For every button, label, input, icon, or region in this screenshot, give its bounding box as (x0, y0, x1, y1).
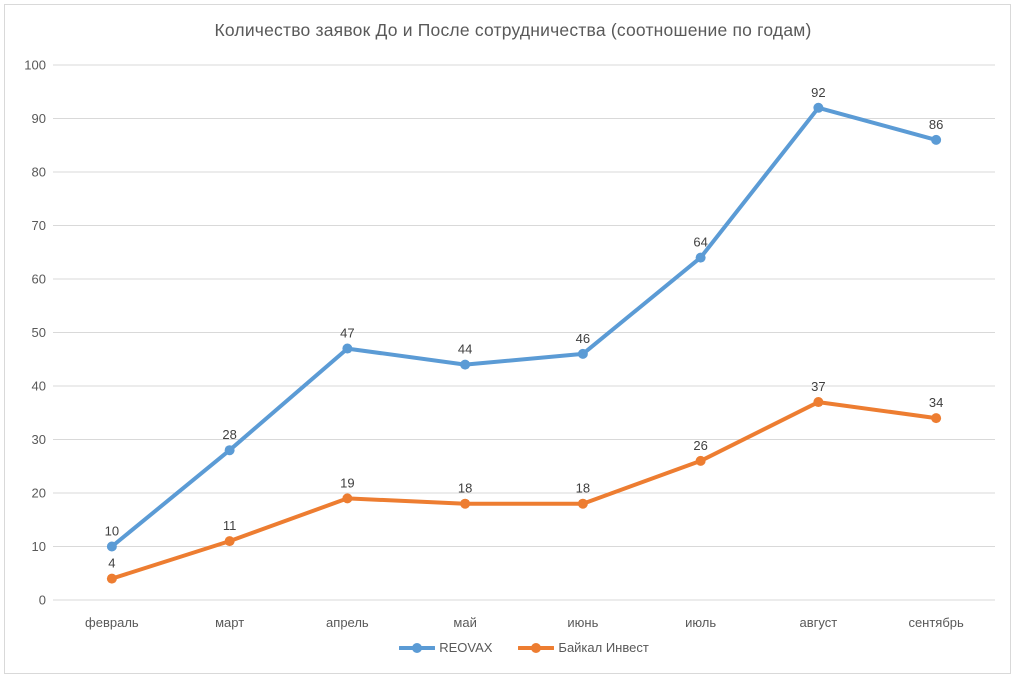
x-axis-tick-label: май (453, 615, 476, 630)
chart-title: Количество заявок До и После сотрудничес… (214, 20, 812, 40)
series-baikal-invest-point (931, 413, 942, 424)
x-axis-tick-label: июль (685, 615, 716, 630)
y-axis-tick-label: 100 (24, 58, 46, 73)
y-axis-tick-label: 0 (39, 593, 46, 608)
x-axis-tick-label: август (800, 615, 838, 630)
series-baikal-invest-line (109, 400, 939, 581)
series-reovax-point (695, 252, 706, 263)
series-reovax-point (106, 541, 117, 552)
series-reovax-data-label: 64 (693, 235, 707, 250)
series-baikal-invest-data-label: 18 (576, 481, 590, 496)
y-axis-tick-label: 90 (32, 111, 46, 126)
series-baikal-invest-point (813, 397, 824, 408)
y-axis-tick-label: 50 (32, 325, 46, 340)
series-baikal-invest-point (695, 455, 706, 466)
series-reovax-data-label: 86 (929, 117, 943, 132)
series-baikal-invest-data-label: 26 (693, 438, 707, 453)
series-baikal-invest-data-label: 37 (811, 379, 825, 394)
x-axis-tick-label: июнь (567, 615, 598, 630)
y-axis-tick-label: 10 (32, 539, 46, 554)
y-axis-tick-label: 80 (32, 165, 46, 180)
legend-item-baikal-invest: Байкал Инвест (518, 640, 649, 655)
series-reovax-data-label: 47 (340, 326, 354, 341)
series-reovax-data-label: 28 (222, 427, 236, 442)
series-reovax-line (109, 105, 939, 549)
series-baikal-invest-data-label: 11 (223, 518, 237, 533)
series-baikal-invest-point (577, 498, 588, 509)
y-axis-tick-label: 30 (32, 432, 46, 447)
y-axis-tick-label: 60 (32, 272, 46, 287)
series-reovax-data-label: 46 (576, 331, 590, 346)
series-baikal-invest-point (106, 573, 117, 584)
legend-label-reovax: REOVAX (439, 640, 493, 655)
x-axis-tick-label: сентябрь (908, 615, 964, 630)
legend: REOVAX Байкал Инвест (0, 640, 1026, 655)
legend-marker-baikal-invest-icon (518, 642, 555, 653)
series-reovax-data-label: 44 (458, 342, 472, 357)
series-reovax-data-label: 10 (105, 524, 119, 539)
legend-item-reovax: REOVAX (399, 640, 492, 655)
series-reovax-point (460, 359, 471, 370)
series-baikal-invest-data-label: 4 (108, 556, 115, 571)
series-reovax-point (577, 348, 588, 359)
series-reovax-point (342, 343, 353, 354)
series-baikal-invest-data-label: 34 (929, 395, 943, 410)
legend-marker-reovax-icon (399, 642, 436, 653)
x-axis-tick-label: февраль (85, 615, 139, 630)
series-baikal-invest-data-label: 19 (340, 475, 354, 490)
legend-label-baikal-invest: Байкал Инвест (558, 640, 649, 655)
y-axis-tick-label: 40 (32, 379, 46, 394)
series-baikal-invest-point (460, 498, 471, 509)
y-axis-tick-label: 20 (32, 486, 46, 501)
series-reovax-point (224, 445, 235, 456)
series-baikal-invest-point (342, 493, 353, 504)
series-baikal-invest-data-label: 18 (458, 481, 472, 496)
series-reovax-point (813, 102, 824, 113)
x-axis-tick-label: март (215, 615, 244, 630)
x-axis-tick-label: апрель (326, 615, 369, 630)
series-reovax-point (931, 134, 942, 145)
y-axis-tick-label: 70 (32, 218, 46, 233)
series-baikal-invest-point (224, 536, 235, 547)
series-reovax-data-label: 92 (811, 85, 825, 100)
